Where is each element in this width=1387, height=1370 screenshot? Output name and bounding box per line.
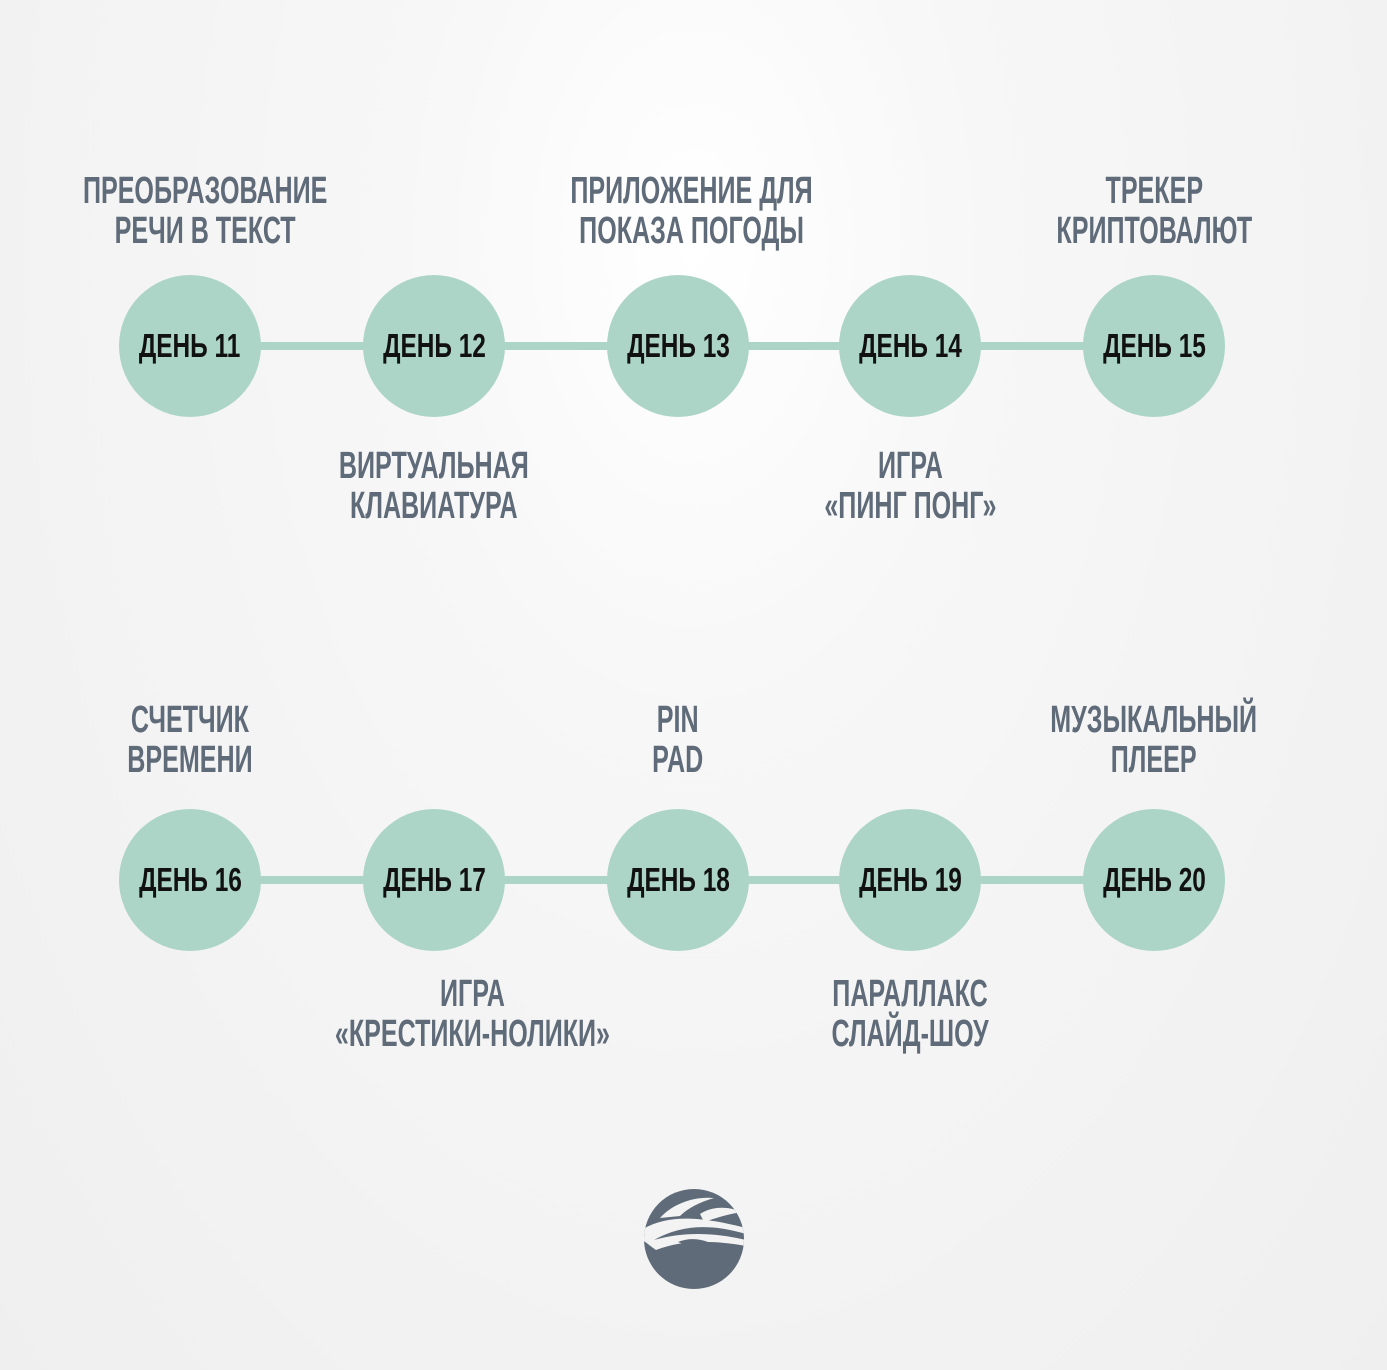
caption-line: ПОКАЗА ПОГОДЫ	[579, 210, 804, 252]
caption-line: PIN	[657, 699, 699, 741]
caption-line: «ПИНГ ПОНГ»	[823, 485, 997, 527]
day-label: ДЕНЬ 14	[858, 327, 962, 364]
day-node-17: ДЕНЬ 17	[363, 809, 505, 951]
caption-day-13: ПРИЛОЖЕНИЕ ДЛЯ ПОКАЗА ПОГОДЫ	[508, 171, 848, 251]
caption-day-14: ИГРА «ПИНГ ПОНГ»	[740, 446, 1080, 526]
day-label: ДЕНЬ 13	[626, 327, 730, 364]
caption-line: ИГРА	[877, 445, 943, 487]
caption-line: ТРЕКЕР	[1105, 170, 1203, 212]
caption-line: КРИПТОВАЛЮТ	[1056, 210, 1252, 252]
caption-line: МУЗЫКАЛЬНЫЙ	[1050, 699, 1258, 741]
day-node-14: ДЕНЬ 14	[839, 275, 981, 417]
caption-line: СЧЕТЧИК	[130, 699, 250, 741]
caption-line: «КРЕСТИКИ-НОЛИКИ»	[334, 1013, 611, 1055]
day-label: ДЕНЬ 20	[1102, 861, 1206, 898]
day-node-11: ДЕНЬ 11	[119, 275, 261, 417]
caption-line: ПАРАЛЛАКС	[832, 973, 988, 1015]
day-label: ДЕНЬ 16	[138, 861, 242, 898]
caption-line: КЛАВИАТУРА	[350, 485, 518, 527]
caption-day-12: ВИРТУАЛЬНАЯ КЛАВИАТУРА	[264, 446, 604, 526]
caption-line: СЛАЙД-ШОУ	[831, 1013, 989, 1055]
day-label: ДЕНЬ 15	[1102, 327, 1206, 364]
caption-line: ПЛЕЕР	[1111, 739, 1197, 781]
day-label: ДЕНЬ 19	[858, 861, 962, 898]
day-label: ДЕНЬ 11	[139, 327, 241, 364]
day-label: ДЕНЬ 17	[382, 861, 486, 898]
day-node-15: ДЕНЬ 15	[1083, 275, 1225, 417]
day-node-12: ДЕНЬ 12	[363, 275, 505, 417]
brand-logo-icon	[644, 1189, 744, 1289]
caption-day-18: PIN PAD	[508, 700, 848, 780]
timeline-days-16-20: СЧЕТЧИК ВРЕМЕНИ PIN PAD МУЗЫКАЛЬНЫЙ ПЛЕЕ…	[0, 0, 1387, 1054]
caption-day-20: МУЗЫКАЛЬНЫЙ ПЛЕЕР	[984, 700, 1324, 780]
day-label: ДЕНЬ 18	[626, 861, 730, 898]
day-node-19: ДЕНЬ 19	[839, 809, 981, 951]
day-label: ДЕНЬ 12	[382, 327, 486, 364]
caption-line: PAD	[652, 739, 704, 781]
caption-line: ИГРА	[439, 973, 505, 1015]
caption-line: ВИРТУАЛЬНАЯ	[339, 445, 529, 487]
day-node-13: ДЕНЬ 13	[607, 275, 749, 417]
caption-line: ВРЕМЕНИ	[127, 739, 253, 781]
caption-day-17: ИГРА «КРЕСТИКИ-НОЛИКИ»	[264, 974, 610, 1054]
caption-day-19: ПАРАЛЛАКС СЛАЙД-ШОУ	[740, 974, 1080, 1054]
timeline-days-11-15: ПРЕОБРАЗОВАНИЕ РЕЧИ В ТЕКСТ ПРИЛОЖЕНИЕ Д…	[0, 0, 1387, 526]
caption-day-11: ПРЕОБРАЗОВАНИЕ РЕЧИ В ТЕКСТ	[20, 171, 360, 251]
caption-day-16: СЧЕТЧИК ВРЕМЕНИ	[20, 700, 360, 780]
caption-day-15: ТРЕКЕР КРИПТОВАЛЮТ	[984, 171, 1324, 251]
caption-line: ПРИЛОЖЕНИЕ ДЛЯ	[570, 170, 813, 212]
day-node-16: ДЕНЬ 16	[119, 809, 261, 951]
caption-line: ПРЕОБРАЗОВАНИЕ	[82, 170, 328, 212]
day-node-20: ДЕНЬ 20	[1083, 809, 1225, 951]
day-node-18: ДЕНЬ 18	[607, 809, 749, 951]
caption-line: РЕЧИ В ТЕКСТ	[114, 210, 296, 252]
